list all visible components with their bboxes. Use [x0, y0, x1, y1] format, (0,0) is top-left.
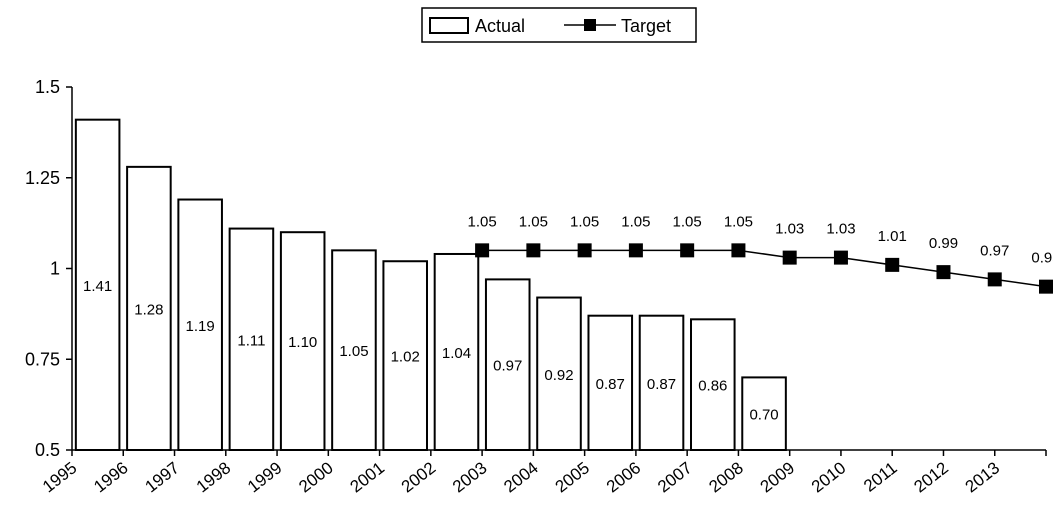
bar-data-label: 1.02: [391, 349, 420, 366]
target-marker: [577, 243, 592, 258]
y-tick-label: 0.5: [35, 440, 60, 460]
x-tick-label: 2003: [449, 458, 491, 496]
x-tick-label: 2009: [757, 458, 799, 496]
target-data-label: 0.95: [1031, 250, 1053, 267]
bar-actual: [690, 318, 736, 451]
y-tick-label: 1.25: [25, 168, 60, 188]
x-tick-label: 2011: [860, 458, 901, 495]
bar-actual: [741, 376, 787, 451]
x-tick-label: 1998: [193, 458, 235, 496]
bar-data-label: 1.11: [237, 332, 265, 349]
bar-actual: [382, 260, 428, 451]
bar-actual: [536, 296, 582, 452]
bar-data-label: 1.04: [442, 345, 471, 362]
bar-data-label: 0.92: [544, 367, 573, 384]
bar-actual: [484, 278, 531, 452]
target-marker: [782, 250, 797, 265]
target-marker: [987, 272, 1002, 287]
bar-actual: [126, 165, 172, 452]
x-tick-label: 2000: [295, 458, 337, 496]
x-tick-label: 2012: [910, 458, 952, 496]
target-marker: [731, 243, 746, 258]
bar-actual: [587, 314, 634, 451]
bar-data-label: 1.19: [186, 318, 215, 335]
y-tick-label: 1.5: [35, 77, 60, 97]
y-tick-label: 0.75: [25, 349, 60, 369]
x-tick-label: 1997: [141, 458, 183, 496]
bar-actual: [177, 198, 223, 451]
bar-data-label: 0.70: [749, 407, 778, 424]
bars-series-actual: [74, 118, 787, 452]
target-data-label: 1.03: [775, 221, 804, 238]
bar-data-label: 0.97: [493, 358, 522, 375]
bar-actual: [433, 252, 480, 451]
target-marker: [475, 243, 490, 258]
target-data-label: 1.03: [826, 221, 855, 238]
target-data-label: 1.05: [621, 213, 650, 230]
y-axis: 0.5 0.75 1 1.25 1.5: [25, 77, 73, 460]
bar-actual: [279, 231, 326, 451]
target-marker: [936, 265, 951, 280]
legend-actual-label: Actual: [475, 16, 525, 36]
x-tick-label: 2013: [962, 458, 1004, 496]
x-tick-label: 2008: [705, 458, 747, 496]
target-data-label: 0.99: [929, 235, 958, 252]
target-marker: [1039, 279, 1053, 294]
target-data-label: 1.01: [878, 228, 907, 245]
x-tick-label: 2001: [347, 458, 389, 496]
bar-data-label: 1.05: [339, 343, 368, 360]
legend-target-label: Target: [621, 16, 671, 36]
target-data-label: 1.05: [519, 213, 548, 230]
bar-data-label: 1.28: [134, 301, 163, 318]
x-tick-label: 2002: [398, 458, 440, 496]
target-line: [482, 249, 1047, 288]
legend-actual-swatch: [429, 17, 469, 34]
legend-target-marker: [584, 19, 596, 31]
target-marker: [885, 257, 900, 272]
x-tick-label: 1999: [244, 458, 286, 496]
line-series-target: 1.05 1.05 1.05 1.05 1.05 1.05 1.03 1.03 1.01 0.99…: [468, 213, 1053, 294]
target-data-label: 1.05: [468, 213, 497, 230]
legend: Actual Target: [421, 7, 697, 43]
target-data-label: 1.05: [724, 213, 753, 230]
x-tick-label: 2005: [552, 458, 594, 496]
bar-actual: [638, 314, 685, 451]
bar-data-label: 0.87: [647, 376, 676, 393]
x-tick-label: 2007: [654, 458, 696, 496]
bar-actual: [228, 227, 275, 451]
y-tick-label: 1: [50, 259, 60, 279]
x-tick-label: 1996: [90, 458, 132, 496]
target-data-label: 0.97: [980, 242, 1009, 259]
bar-data-label: 1.10: [288, 334, 317, 351]
bar-actual: [331, 249, 377, 451]
bar-data-label: 0.86: [698, 378, 727, 395]
target-data-label: 1.05: [673, 213, 702, 230]
x-tick-label: 2006: [603, 458, 645, 496]
target-marker: [680, 243, 695, 258]
target-data-label: 1.05: [570, 213, 599, 230]
bar-actual: [74, 118, 121, 451]
target-marker: [833, 250, 848, 265]
bar-data-labels: 1.41 1.28 1.19 1.11 1.10 1.05 1.02 1.04 0.97 0.92…: [83, 278, 779, 424]
x-tick-label: 2004: [500, 458, 542, 496]
x-tick-label: 2010: [808, 458, 850, 496]
target-marker: [526, 243, 541, 258]
x-tick-label: 1995: [39, 458, 81, 496]
x-axis: 1995 1996 1997 1998 1999 2000 2001 2002 2003 2004…: [39, 449, 1047, 496]
bar-data-label: 1.41: [83, 278, 112, 295]
bar-data-label: 0.87: [596, 376, 625, 393]
target-marker: [628, 243, 643, 258]
